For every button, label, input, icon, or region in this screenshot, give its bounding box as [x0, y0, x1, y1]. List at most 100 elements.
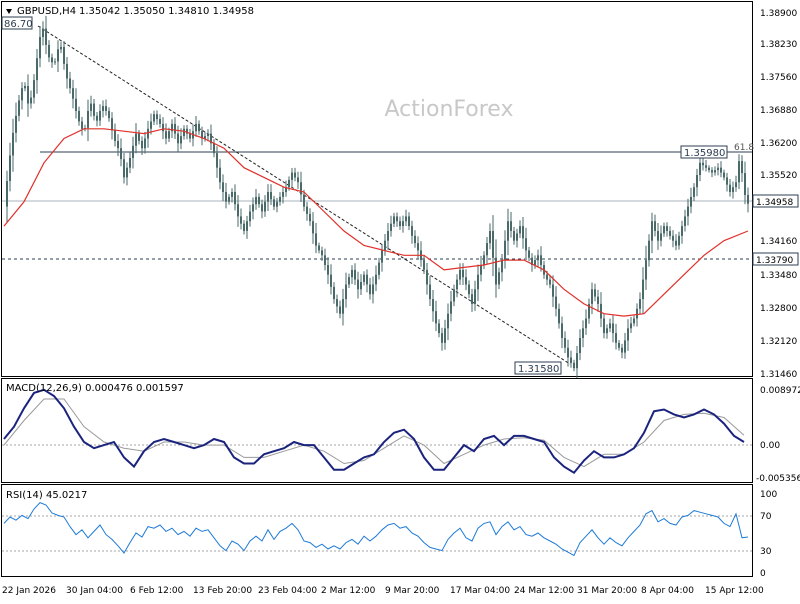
macd-tick: 0.00	[760, 441, 780, 451]
candle-body	[447, 314, 449, 329]
collapse-arrow-icon[interactable]	[6, 9, 12, 14]
candle-body	[294, 173, 296, 178]
candle-body	[405, 216, 407, 221]
candle-body	[393, 216, 395, 223]
candle-body	[561, 323, 563, 338]
candle-body	[54, 62, 56, 63]
candle-body	[702, 163, 704, 165]
candle-body	[621, 348, 623, 353]
candle-body	[291, 173, 293, 180]
candle-body	[687, 207, 689, 217]
candle-body	[39, 37, 41, 58]
candle-body	[705, 165, 707, 167]
candle-body	[339, 306, 341, 313]
rsi-axis: 100 70 30 0	[760, 490, 777, 579]
candle-body	[150, 122, 152, 129]
candle-body	[240, 216, 242, 223]
candle-body	[303, 195, 305, 207]
candle-body	[651, 221, 653, 241]
price-pane: ActionForex GBPUSD,H4 1.35042 1.35050 1.…	[2, 2, 755, 379]
candle-body	[606, 328, 608, 333]
candle-body	[564, 338, 566, 348]
time-tick: 13 Feb 20:00	[193, 586, 252, 596]
time-tick: 2 Mar 12:00	[321, 586, 376, 596]
candle-body	[666, 226, 668, 231]
candle-body	[594, 289, 596, 296]
candle-body	[96, 116, 98, 121]
price-candles	[6, 16, 749, 379]
candle-body	[732, 187, 734, 192]
time-tick: 6 Feb 12:00	[130, 586, 184, 596]
candle-body	[300, 182, 302, 194]
candle-body	[33, 80, 35, 98]
candle-body	[576, 353, 578, 368]
candle-body	[165, 131, 167, 138]
candle-body	[333, 287, 335, 299]
candle-body	[207, 134, 209, 136]
candle-body	[693, 187, 695, 197]
candle-body	[138, 134, 140, 141]
candle-body	[711, 170, 713, 172]
candle-body	[708, 168, 710, 170]
candle-body	[426, 270, 428, 285]
candle-body	[270, 192, 272, 199]
rsi-tick: 0	[760, 569, 766, 579]
candle-body	[684, 216, 686, 226]
candle-body	[396, 216, 398, 221]
candle-body	[216, 153, 218, 168]
high-price-label: 86.70	[4, 19, 33, 30]
candle-body	[741, 161, 743, 173]
candle-body	[633, 319, 635, 324]
candle-body	[141, 141, 143, 148]
candle-body	[444, 328, 446, 343]
candle-body	[324, 255, 326, 265]
candle-body	[375, 275, 377, 285]
candle-body	[90, 104, 92, 111]
candle-body	[699, 163, 701, 175]
macd-tick: -0.005356	[756, 474, 800, 484]
candle-body	[75, 99, 77, 111]
candle-body	[168, 131, 170, 138]
candle-body	[111, 118, 113, 130]
candle-body	[489, 231, 491, 243]
candle-body	[24, 86, 26, 88]
price-tick: 1.35520	[760, 171, 797, 181]
candle-body	[306, 207, 308, 214]
candle-body	[219, 168, 221, 183]
candle-body	[402, 221, 404, 226]
candle-body	[267, 192, 269, 202]
candle-body	[636, 309, 638, 319]
candle-body	[246, 221, 248, 231]
candle-body	[642, 280, 644, 300]
candle-body	[729, 185, 731, 192]
candle-body	[549, 280, 551, 285]
candle-body	[669, 231, 671, 236]
candle-body	[348, 277, 350, 284]
candle-body	[48, 45, 50, 58]
candle-body	[123, 159, 125, 177]
candle-body	[747, 195, 749, 204]
candle-body	[135, 134, 137, 146]
candle-body	[660, 233, 662, 240]
low-price-label: 1.31580	[518, 364, 559, 375]
candle-body	[672, 236, 674, 241]
candle-body	[690, 197, 692, 207]
candle-body	[387, 231, 389, 241]
price-tick: 1.37560	[760, 73, 797, 83]
candle-body	[129, 158, 131, 168]
candle-body	[630, 323, 632, 328]
candle-body	[480, 265, 482, 275]
candle-body	[435, 311, 437, 323]
candle-body	[45, 29, 47, 45]
candle-body	[369, 285, 371, 295]
candle-body	[582, 328, 584, 338]
candle-body	[63, 47, 65, 64]
time-axis: 22 Jan 2026 30 Jan 04:00 6 Feb 12:00 13 …	[2, 586, 764, 596]
candle-body	[483, 255, 485, 265]
candle-body	[498, 272, 500, 284]
candle-body	[126, 168, 128, 178]
header: GBPUSD,H4 1.35042 1.35050 1.34810 1.3495…	[6, 6, 254, 17]
candle-body	[108, 111, 110, 118]
macd-pane: MACD(12,26,9) 0.000476 0.001597	[2, 379, 753, 483]
